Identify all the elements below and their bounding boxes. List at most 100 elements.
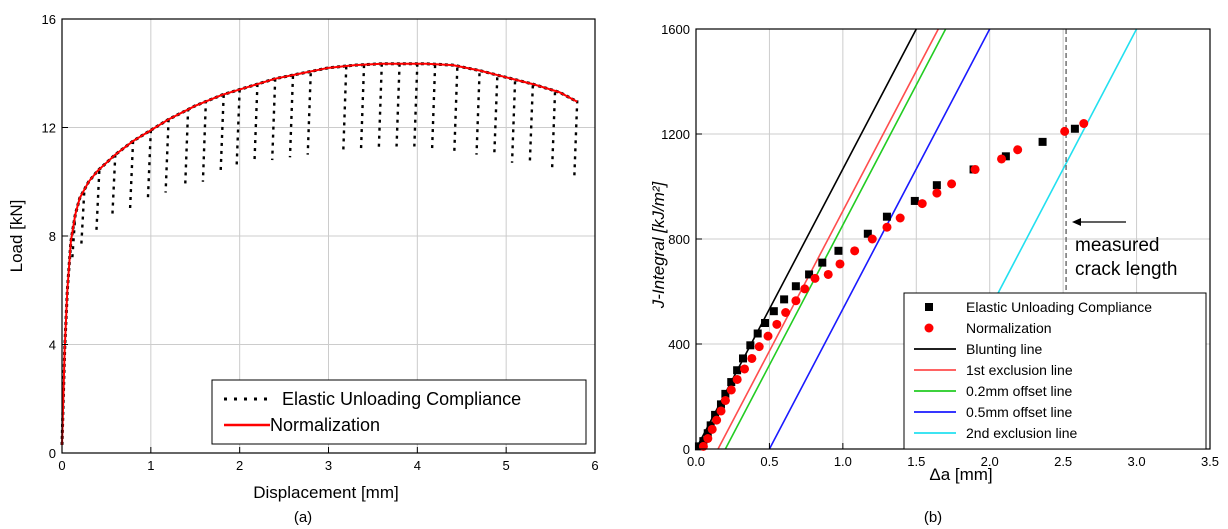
data-point-circle (703, 434, 713, 443)
legend-label: Blunting line (966, 341, 1042, 357)
data-point-square (769, 307, 778, 316)
data-point-square (753, 329, 762, 338)
data-point-square (703, 429, 712, 438)
chart-b-xtick-label: 1.5 (907, 454, 925, 469)
chart-a-ytick-label: 16 (42, 12, 56, 27)
data-point-circle (772, 319, 782, 329)
chart-b-ytick-label: 0 (683, 442, 690, 457)
unloading-cycle (395, 63, 401, 147)
data-point-square (761, 319, 770, 327)
legend-label: 2nd exclusion line (966, 425, 1078, 441)
data-point-square (1001, 152, 1010, 161)
chart-b-xlabel: Δa [mm] (929, 465, 992, 484)
data-point-circle (720, 395, 730, 405)
data-point-circle (763, 331, 773, 341)
data-point-circle (947, 179, 957, 189)
data-point-circle (800, 284, 810, 294)
data-point-square (733, 366, 742, 375)
chart-b-caption: (b) (924, 509, 942, 526)
data-point-square (805, 270, 814, 279)
unloading-cycle (111, 154, 117, 218)
data-point-square (738, 354, 747, 363)
normalization-line (61, 62, 578, 445)
data-point-square (932, 181, 941, 190)
data-point-circle (716, 406, 726, 416)
chart-a-legend-label-normalization: Normalization (270, 415, 380, 435)
chart-a-ytick-label: 4 (49, 338, 56, 353)
legend-swatch-square (925, 303, 933, 311)
unloading-cycle (80, 192, 86, 247)
data-point-circle (791, 296, 801, 306)
data-point-circle (1060, 126, 1070, 136)
chart-a-xtick-label: 3 (325, 458, 332, 473)
data-point-circle (707, 424, 717, 434)
chart-a-legend-box (211, 379, 587, 445)
chart-a-ylabel: Load [kN] (7, 200, 26, 273)
data-point-square (910, 196, 919, 205)
unloading-cycle (271, 78, 277, 161)
data-point-circle (754, 342, 764, 352)
data-point-circle (747, 353, 757, 363)
unloading-cycle (475, 73, 481, 155)
unloading-cycle (493, 77, 499, 155)
unloading-cycle (201, 100, 208, 182)
data-point-circle (726, 385, 736, 395)
data-point-circle (882, 222, 892, 232)
chart-b: 0.0 0.5 1.0 1.5 2.0 2.5 3.0 3.5040080012001600 … (649, 22, 1219, 526)
data-point-circle (732, 374, 742, 384)
annotation-line-1: measured (1075, 235, 1160, 256)
chart-b-ylabel: J-Integral [kJ/m²] (649, 180, 668, 309)
chart-a-xtick-label: 0 (58, 458, 65, 473)
chart-b-xtick-label: 0.0 (687, 454, 705, 469)
data-point-circle (835, 259, 845, 269)
chart-b-xtick-label: 1.0 (834, 454, 852, 469)
chart-a-ytick-label: 0 (49, 446, 56, 461)
data-point-square (711, 410, 720, 419)
chart-b-series-line (724, 29, 947, 449)
chart-b-ytick-label: 1600 (661, 22, 690, 37)
chart-a-caption: (a) (294, 509, 312, 526)
unloading-cycle (430, 65, 437, 150)
data-point-square (727, 378, 736, 387)
data-point-circle (867, 234, 877, 244)
chart-a-xtick-label: 6 (591, 458, 598, 473)
unloading-cycle (306, 73, 312, 155)
data-point-circle (850, 246, 860, 256)
unloading-cycle (413, 63, 419, 147)
legend-label: 1st exclusion line (966, 362, 1073, 378)
chart-a-xlabel: Displacement [mm] (253, 483, 398, 502)
chart-b-series-line (717, 29, 940, 449)
data-point-circle (740, 364, 750, 374)
unloading-cycle (528, 85, 535, 163)
unloading-cycle (453, 67, 459, 152)
chart-b-ytick-label: 400 (668, 337, 690, 352)
chart-a-ytick-label: 12 (42, 121, 56, 136)
data-point-circle (1079, 119, 1089, 128)
chart-a-grid (62, 19, 595, 453)
unloading-cycle (253, 84, 259, 163)
data-point-circle (712, 415, 722, 425)
data-point-circle (932, 188, 942, 198)
chart-b-points (694, 119, 1089, 451)
data-point-square (882, 212, 891, 221)
legend-swatch-circle (924, 323, 934, 333)
annotation-line-2: crack length (1075, 259, 1177, 280)
data-point-square (780, 295, 789, 304)
chart-b-xtick-label: 0.5 (760, 454, 778, 469)
unloading-cycle (550, 92, 557, 171)
legend-label: Elastic Unloading Compliance (966, 299, 1152, 315)
data-point-circle (781, 308, 791, 317)
data-point-square (791, 282, 800, 291)
chart-b-ytick-label: 800 (668, 232, 690, 247)
data-point-square (1070, 124, 1079, 133)
chart-b-xtick-label: 2.0 (981, 454, 999, 469)
chart-b-ytick-label: 1200 (661, 127, 690, 142)
chart-a-ytick-label: 8 (49, 229, 56, 244)
data-point-circle (810, 273, 820, 283)
unloading-cycle (359, 65, 366, 150)
data-point-circle (997, 154, 1007, 164)
chart-b-legend-box (903, 292, 1207, 450)
chart-a-normalization-series (60, 62, 578, 445)
unloading-cycle (377, 63, 383, 150)
